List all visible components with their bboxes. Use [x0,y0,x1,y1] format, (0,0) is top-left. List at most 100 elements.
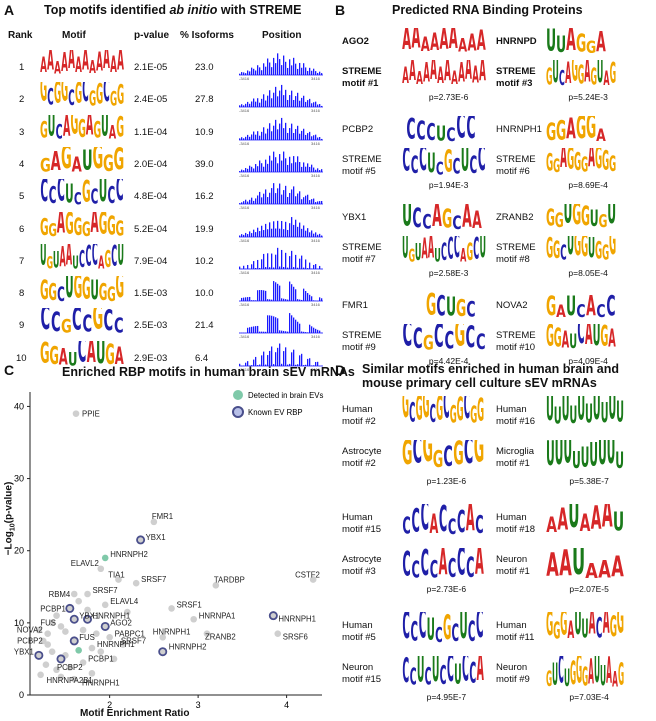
histogram-bar [319,104,321,108]
logo-letter: U [588,236,596,266]
rbp-name: NOVA2 [496,300,528,311]
histogram-bar [293,286,295,302]
histogram-bar [255,101,257,108]
histogram-bar [253,229,255,237]
histogram-bar [261,70,263,75]
histogram-bar [249,165,251,172]
logo-letter: A [590,504,602,538]
logo-letter: C [440,239,447,266]
histogram-bar [311,164,313,172]
histogram-bar [279,123,281,140]
logo-letter: C [103,308,114,338]
histogram-bar [309,67,311,75]
logo-letter: G [422,396,430,430]
histogram-bar [257,195,259,205]
histogram-bar [267,253,269,269]
histogram-bar [287,197,289,205]
pvalue-cell: 2.4E-05 [134,94,168,106]
name-line: motif #18 [496,524,536,535]
logo-letter: C [475,508,484,538]
top-motif-name: Human motif #18 [496,512,535,536]
logo-letter: A [472,204,482,232]
histogram-bar [271,228,273,237]
histogram-bar [239,203,241,205]
logo-letter: A [476,28,486,56]
logo-letter: U [414,239,422,266]
motif-name: STREME motif #9 [342,330,382,354]
logo-letter: U [90,276,99,306]
histogram-bar [263,63,265,75]
histogram-bar [315,134,317,140]
logo-letter: C [444,328,455,354]
motif-name-line: STREME [342,330,382,341]
histogram-bar [265,223,267,237]
histogram-bar [281,331,283,334]
logo-letter: G [115,217,124,241]
logo-letter: G [78,115,86,144]
logo-letter: G [618,656,624,690]
logo-letter: U [436,119,447,144]
logo-letter: G [107,283,116,306]
histogram-bar [271,299,273,302]
logo-letter: A [584,60,591,90]
logo-letter: U [608,396,617,430]
logo-letter: A [85,114,94,144]
histogram-bar [299,101,301,108]
motif-name: STREME motif #1 [342,66,382,90]
point-label: HNRNPH2 [169,643,207,652]
histogram-bar [275,254,277,269]
histogram-bar [289,156,291,172]
logo-letter: A [40,55,47,79]
logo-letter: C [47,86,54,112]
histogram-bar [283,55,285,75]
histogram-bar [291,352,293,366]
point-label: YBX1 [14,647,34,656]
logo-letter: U [563,204,573,232]
isoforms-cell: 10.0 [195,288,214,300]
logo-letter: C [411,555,420,582]
data-point-hnrnpa1 [190,615,197,623]
histogram-bar [285,299,287,302]
logo-letter: A [608,326,616,354]
logo-letter: U [600,399,609,430]
rank-cell: 5 [19,191,25,203]
histogram-bar [315,101,317,108]
histogram-bar [259,290,261,302]
histogram-bar [309,325,311,334]
header-motif: Motif [62,30,86,41]
name-line: Neuron [496,554,528,565]
logo-letter: U [82,146,93,176]
histogram-bar [307,227,309,237]
rbp-name: PCBP2 [342,124,374,135]
data-point-srsf7 [84,590,91,598]
histogram-bar [297,363,299,366]
logo-letter: G [581,155,589,178]
histogram-bar [269,221,271,237]
motif-name-line: motif #8 [496,254,530,265]
logo-letter: C [469,658,477,690]
histogram-bar [303,96,305,108]
histogram-bar [315,231,317,237]
rbp-name: HNRNPD [496,36,537,47]
bottom-motif-name: Microglia motif #1 [496,446,534,470]
histogram-bar [283,266,285,269]
logo-letter: A [588,612,596,646]
histogram-bar [293,100,295,108]
histogram-bar [267,128,269,140]
name-line: Neuron [496,662,528,673]
histogram-bar [261,332,263,334]
logo-letter: U [40,243,47,273]
data-point-srsf7 [132,579,140,587]
histogram-bar [303,128,305,140]
logo-letter: G [586,36,597,56]
pvalue-cell: 7.9E-04 [134,255,168,267]
histogram-bar [299,258,301,269]
